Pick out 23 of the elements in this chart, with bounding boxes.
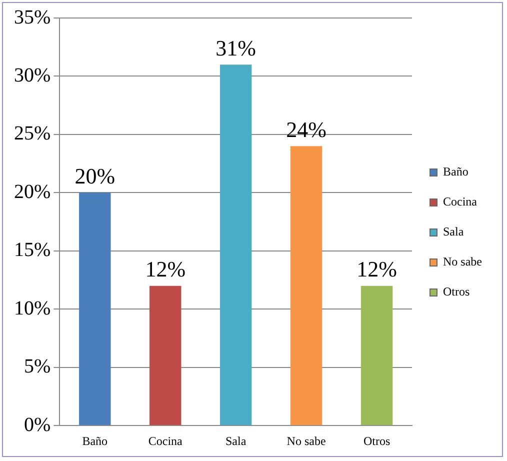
x-tick-label: Otros [363,434,390,448]
data-label: 20% [74,163,116,188]
y-tick-label: 30% [14,64,51,86]
legend-label: Otros [443,284,470,299]
data-label: 12% [145,256,186,282]
y-tick-label: 15% [14,239,51,262]
y-tick-label: 20% [14,180,51,203]
y-tick-label: 25% [14,122,51,145]
x-tick-label: No sabe [286,434,326,448]
legend-label: Cocina [443,194,478,209]
data-label: 12% [356,256,397,282]
y-tick-label: 5% [24,356,51,378]
y-tick-label: 10% [14,297,51,320]
data-label: 31% [216,35,256,60]
legend-label: Baño [443,164,468,179]
x-tick-label: Sala [226,434,247,448]
y-tick-label: 35% [14,6,51,28]
data-label: 24% [286,116,326,142]
x-tick-label: Baño [82,434,108,448]
x-tick-label: Cocina [148,434,184,448]
y-tick-label: 0% [24,414,51,436]
legend-label: Sala [443,224,464,239]
legend-label: No sabe [443,254,482,269]
